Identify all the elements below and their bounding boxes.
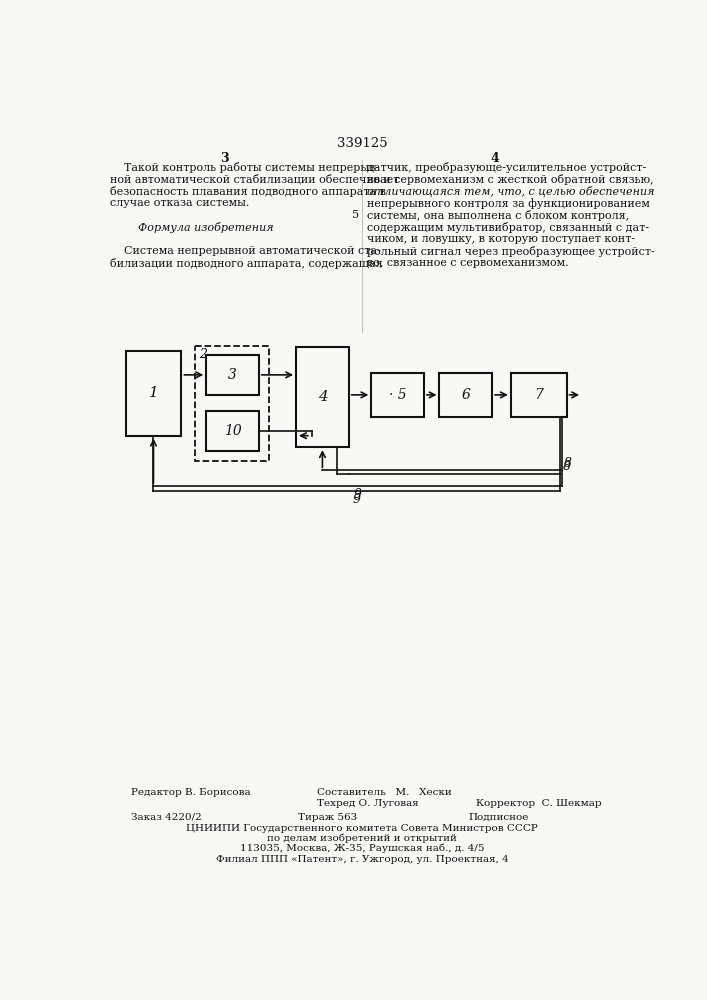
Text: системы, она выполнена с блоком контроля,: системы, она выполнена с блоком контроля… xyxy=(368,210,629,221)
Text: 8: 8 xyxy=(563,460,571,473)
Bar xyxy=(510,373,566,417)
Text: Техред О. Луговая: Техред О. Луговая xyxy=(317,799,419,808)
Text: отличающаяся тем, что, с целью обеспечения: отличающаяся тем, что, с целью обеспечен… xyxy=(368,186,655,197)
Text: Корректор  С. Шекмар: Корректор С. Шекмар xyxy=(476,799,602,808)
Text: Редактор В. Борисова: Редактор В. Борисова xyxy=(131,788,250,797)
Text: ной автоматической стабилизации обеспечивает: ной автоматической стабилизации обеспечи… xyxy=(110,174,399,185)
Text: билизации подводного аппарата, содержащая: билизации подводного аппарата, содержаща… xyxy=(110,258,382,269)
Bar xyxy=(296,347,349,447)
Text: 9: 9 xyxy=(353,493,361,506)
Text: 3: 3 xyxy=(228,368,237,382)
Text: Система непрерывной автоматической ста-: Система непрерывной автоматической ста- xyxy=(110,246,381,256)
Text: 4: 4 xyxy=(491,152,500,165)
Text: 113035, Москва, Ж-35, Раушская наб., д. 4/5: 113035, Москва, Ж-35, Раушская наб., д. … xyxy=(240,844,484,853)
Text: по делам изобретений и открытий: по делам изобретений и открытий xyxy=(267,834,457,843)
Text: · 5: · 5 xyxy=(389,388,407,402)
Text: непрерывного контроля за функционированием: непрерывного контроля за функционировани… xyxy=(368,198,650,209)
Text: Составитель   М.   Хески: Составитель М. Хески xyxy=(317,788,452,797)
Text: случае отказа системы.: случае отказа системы. xyxy=(110,198,250,208)
Text: 5: 5 xyxy=(351,210,359,220)
Text: 8: 8 xyxy=(563,457,571,470)
Bar xyxy=(206,411,259,451)
Text: ЦНИИПИ Государственного комитета Совета Министров СССР: ЦНИИПИ Государственного комитета Совета … xyxy=(186,824,538,833)
Text: 2: 2 xyxy=(199,348,207,361)
Text: Филиал ППП «Патент», г. Ужгород, ул. Проектная, 4: Филиал ППП «Патент», г. Ужгород, ул. Про… xyxy=(216,855,508,864)
Text: 4: 4 xyxy=(317,390,327,404)
Text: во и сервомеханизм с жесткой обратной связью,: во и сервомеханизм с жесткой обратной св… xyxy=(368,174,654,185)
Bar xyxy=(126,351,182,436)
Text: 339125: 339125 xyxy=(337,137,387,150)
Text: Такой контроль работы системы непрерыв-: Такой контроль работы системы непрерыв- xyxy=(110,162,379,173)
Text: Заказ 4220/2: Заказ 4220/2 xyxy=(131,813,201,822)
Text: 6: 6 xyxy=(462,388,470,402)
Text: Формула изобретения: Формула изобретения xyxy=(110,222,274,233)
Text: 9: 9 xyxy=(354,488,362,501)
Text: во, связанное с сервомеханизмом.: во, связанное с сервомеханизмом. xyxy=(368,258,569,268)
Text: 1: 1 xyxy=(148,386,158,400)
Text: чиком, и ловушку, в которую поступает конт-: чиком, и ловушку, в которую поступает ко… xyxy=(368,234,636,244)
Text: содержащим мультивибратор, связанный с дат-: содержащим мультивибратор, связанный с д… xyxy=(368,222,649,233)
Text: Подписное: Подписное xyxy=(468,813,529,822)
Text: 3: 3 xyxy=(220,152,228,165)
Text: 10: 10 xyxy=(223,424,241,438)
Bar xyxy=(195,346,269,461)
Bar xyxy=(371,373,424,417)
Bar xyxy=(440,373,492,417)
Text: 7: 7 xyxy=(534,388,543,402)
Text: рольный сигнал через преобразующее устройст-: рольный сигнал через преобразующее устро… xyxy=(368,246,655,257)
Bar xyxy=(206,355,259,395)
Text: безопасность плавания подводного аппарата в: безопасность плавания подводного аппарат… xyxy=(110,186,386,197)
Text: Тираж 563: Тираж 563 xyxy=(298,813,357,822)
Text: датчик, преобразующе-усилительное устройст-: датчик, преобразующе-усилительное устрой… xyxy=(368,162,647,173)
